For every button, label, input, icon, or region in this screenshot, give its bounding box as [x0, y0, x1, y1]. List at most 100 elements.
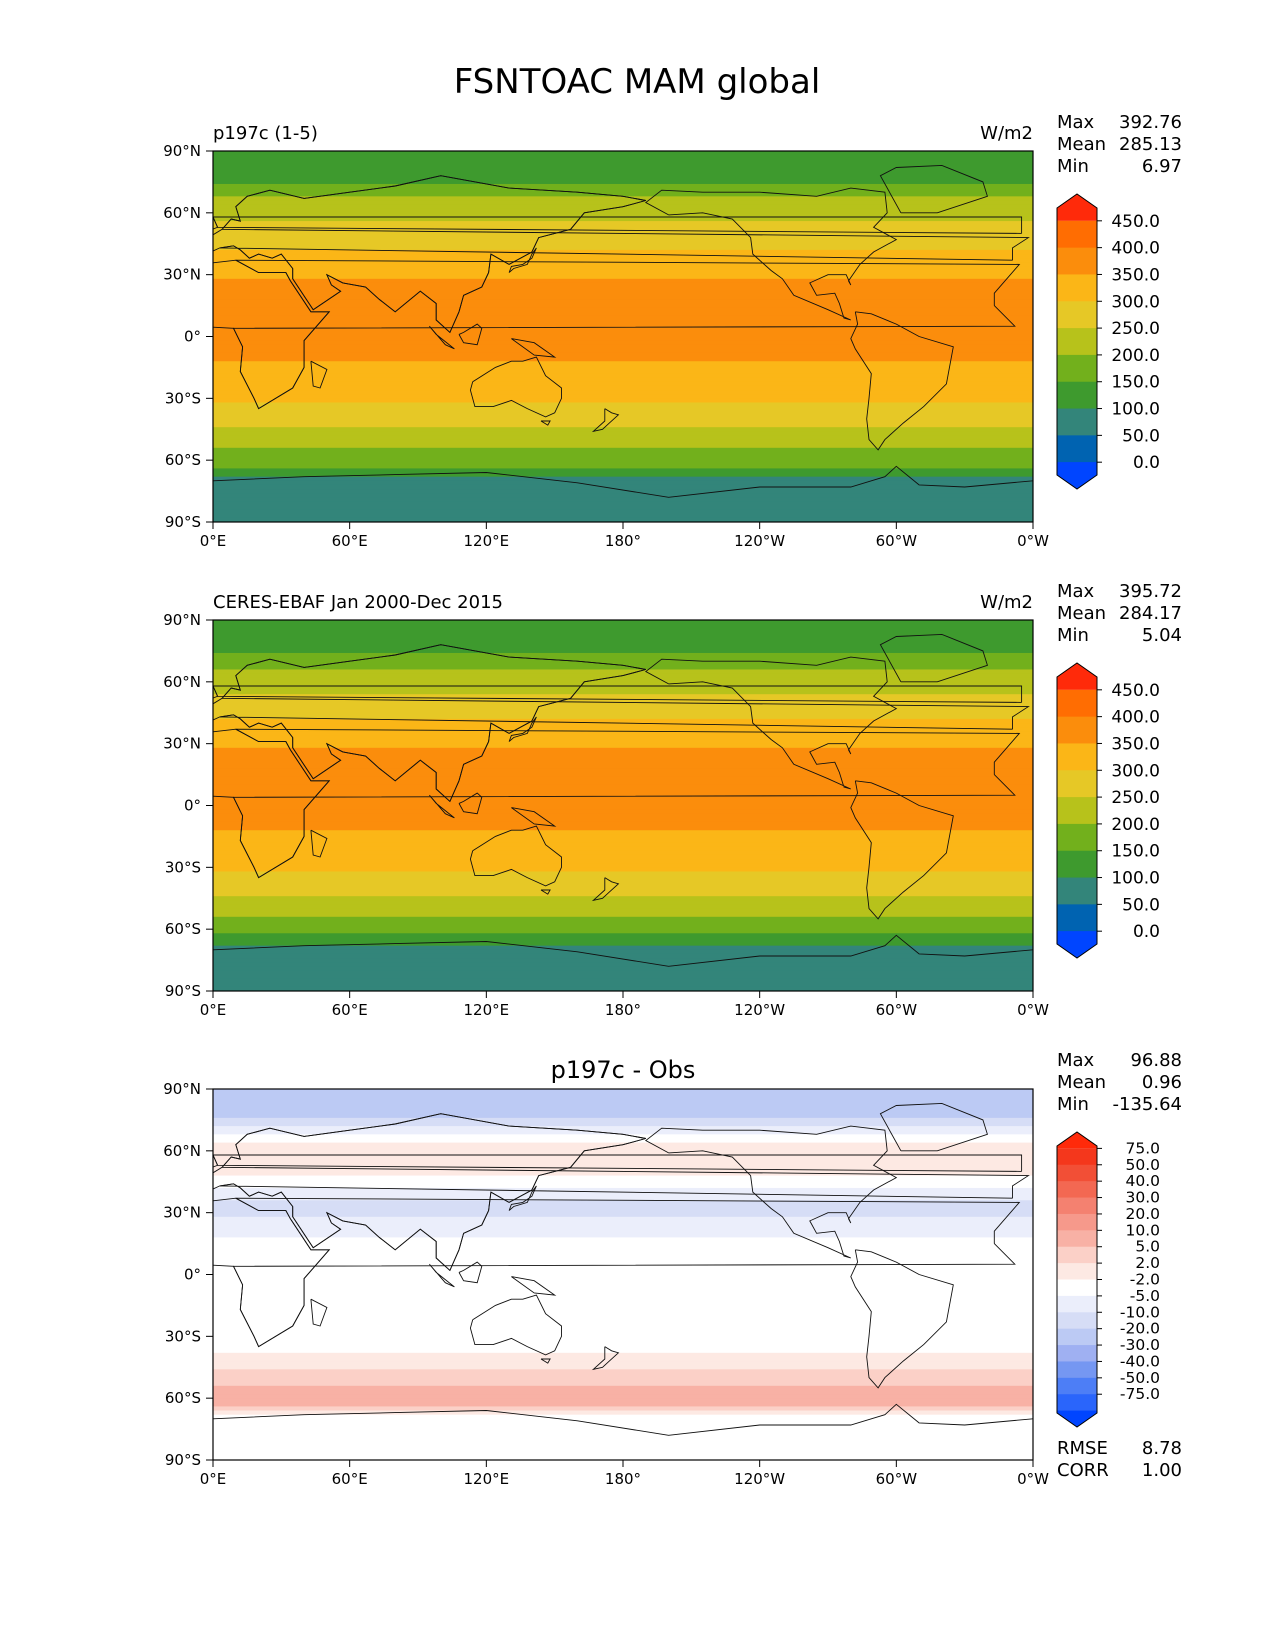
colorbar-label: 100.0	[1111, 400, 1160, 420]
field-band	[213, 258, 1033, 263]
field-band	[213, 1427, 1033, 1432]
colorbar-segment	[1057, 1361, 1097, 1379]
colorbar-segment	[1057, 1328, 1097, 1346]
coastline	[213, 934, 1033, 967]
coastline	[213, 1403, 1033, 1436]
field-band	[213, 179, 1033, 185]
field-band	[213, 945, 1033, 951]
field-band	[213, 1303, 1033, 1309]
field-band	[213, 1394, 1033, 1399]
field-band	[213, 1311, 1033, 1317]
map-panel-2: 90°N 60°N 30°N 0° 30°S 60°S 90°S0°E 60°E 120°E 18…	[163, 581, 1182, 1019]
colorbar-label: -2.0	[1130, 1271, 1160, 1289]
field-band	[213, 710, 1033, 716]
field-band	[213, 183, 1033, 189]
lon-tick-label: 0°E	[200, 532, 227, 550]
field-band	[213, 1105, 1033, 1111]
lat-tick-label: 30°N	[163, 266, 201, 284]
lat-tick-label: 30°S	[165, 389, 201, 407]
colorbar-segment	[1057, 904, 1097, 932]
field-band	[213, 1307, 1033, 1313]
coastline	[511, 807, 557, 827]
coastline	[213, 175, 646, 334]
field-band	[213, 797, 1033, 802]
stat-label-min: Min	[1057, 1094, 1089, 1115]
field-band	[213, 714, 1033, 720]
field-band	[213, 270, 1033, 276]
field-band	[213, 237, 1033, 243]
coastline	[508, 716, 537, 742]
coastline	[644, 1125, 898, 1259]
colorbar-segment	[1057, 328, 1097, 356]
colorbar-label: 20.0	[1125, 1205, 1160, 1223]
colorbar-label: -75.0	[1120, 1385, 1160, 1403]
field-band	[213, 986, 1033, 991]
coastline	[540, 889, 551, 895]
coastline	[879, 164, 988, 214]
field-band	[213, 644, 1033, 650]
field-band	[213, 912, 1033, 918]
field-band	[213, 1406, 1033, 1412]
field-band	[213, 381, 1033, 387]
stat-value-min: -135.64	[1113, 1094, 1182, 1115]
rmse-label: RMSE	[1057, 1438, 1108, 1459]
field-band	[213, 517, 1033, 522]
field-band	[213, 291, 1033, 296]
coastline	[644, 656, 898, 790]
field-band	[213, 863, 1033, 868]
field-band	[213, 1183, 1033, 1189]
colorbar-segment	[1057, 823, 1097, 852]
lon-tick-label: 60°E	[332, 1001, 368, 1019]
field-band	[213, 369, 1033, 375]
field-band	[213, 1113, 1033, 1119]
colorbar-segment	[1057, 301, 1097, 329]
lat-tick-label: 90°S	[165, 1451, 201, 1469]
field-band	[213, 1134, 1033, 1140]
field-band	[213, 456, 1033, 461]
colorbar-label: 250.0	[1111, 319, 1160, 339]
field-band	[213, 1282, 1033, 1288]
field-band	[213, 241, 1033, 247]
field-band	[213, 867, 1033, 873]
lat-tick-label: 30°N	[163, 1204, 201, 1222]
colorbar-label: 5.0	[1135, 1238, 1160, 1256]
lon-tick-label: 60°E	[332, 1470, 368, 1488]
field-band	[213, 1208, 1033, 1214]
field-band	[213, 406, 1033, 412]
colorbar-segment	[1057, 381, 1097, 410]
lon-tick-label: 180°	[605, 1001, 641, 1019]
field-band	[213, 1262, 1033, 1267]
field-band	[213, 813, 1033, 819]
colorbar-label: -5.0	[1130, 1287, 1160, 1305]
field-band	[213, 1365, 1033, 1370]
field-band	[213, 447, 1033, 453]
colorbar-segment	[1057, 797, 1097, 825]
colorbar-outline	[1056, 662, 1098, 959]
field-band	[213, 344, 1033, 350]
lon-tick-label: 120°E	[464, 1470, 510, 1488]
colorbar-label: 0.0	[1133, 922, 1160, 942]
lat-tick-label: 30°N	[163, 735, 201, 753]
coastline	[540, 1358, 551, 1364]
field-band	[213, 1245, 1033, 1251]
colorbar-outline	[1056, 1131, 1098, 1428]
field-band	[213, 336, 1033, 342]
field-band	[213, 1126, 1033, 1131]
field-band	[213, 320, 1033, 325]
field-band	[213, 1150, 1033, 1156]
panel-units: W/m2	[980, 123, 1033, 144]
field-band	[213, 1121, 1033, 1127]
coastline	[429, 325, 455, 350]
field-band	[213, 1447, 1033, 1453]
field-band	[213, 826, 1033, 831]
coastline	[310, 1298, 328, 1327]
field-band	[213, 1274, 1033, 1280]
field-band	[213, 694, 1033, 699]
field-band	[213, 854, 1033, 860]
colorbar-label: 50.0	[1122, 426, 1160, 446]
field-band	[213, 1356, 1033, 1362]
colorbar-label: 100.0	[1111, 869, 1160, 889]
field-band	[213, 171, 1033, 177]
field-band	[213, 1220, 1033, 1226]
field-band	[213, 1101, 1033, 1107]
